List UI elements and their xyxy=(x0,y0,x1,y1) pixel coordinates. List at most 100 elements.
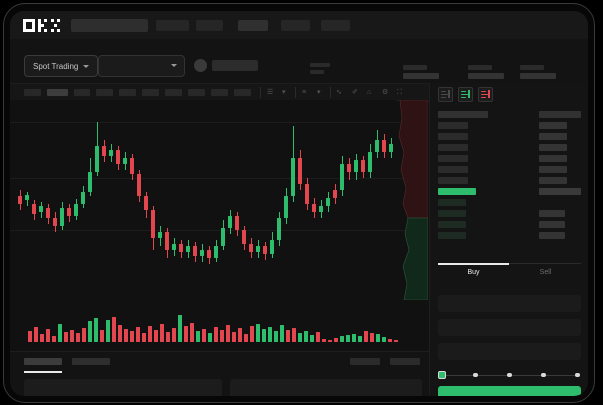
orderbook-ask-row[interactable] xyxy=(438,133,468,140)
okx-logo[interactable] xyxy=(23,19,63,32)
candle-down xyxy=(193,100,197,300)
candle-up xyxy=(74,100,78,300)
candle-up xyxy=(256,100,260,300)
timeframe-2[interactable] xyxy=(47,89,68,96)
timeframe-4[interactable] xyxy=(96,89,113,96)
orderbook-header-right[interactable] xyxy=(539,111,581,118)
order-side-tabs: Buy Sell xyxy=(438,263,581,286)
orderbook-ask-row[interactable] xyxy=(539,177,567,184)
orderbook-right-column[interactable] xyxy=(539,111,581,243)
volume-bar-down xyxy=(364,331,368,342)
volume-bar-down xyxy=(70,330,74,342)
amount-input[interactable] xyxy=(438,319,581,336)
volume-bar-down xyxy=(154,330,158,342)
chevron-down-icon-2[interactable]: ▾ xyxy=(317,89,321,96)
market-type-selector[interactable]: Spot Trading xyxy=(24,55,99,77)
nav-item-4[interactable] xyxy=(281,20,310,31)
volume-bar-up xyxy=(310,335,314,342)
timeframe-6[interactable] xyxy=(142,89,159,96)
volume-bar-up xyxy=(106,320,110,342)
orderbook-ask-row[interactable] xyxy=(438,155,468,162)
chevron-down-icon-1[interactable]: ▾ xyxy=(282,89,286,96)
orderbook-ask-row[interactable] xyxy=(539,144,567,151)
bottom-action-1[interactable] xyxy=(350,358,380,365)
alert-bell-icon[interactable]: ⌂ xyxy=(367,89,372,96)
tab-buy[interactable]: Buy xyxy=(467,269,480,276)
candle-up xyxy=(60,100,64,300)
settings-gear-icon[interactable]: ⚙ xyxy=(382,89,389,96)
orderbook-bid-row[interactable] xyxy=(438,199,466,206)
indicators-icon[interactable]: ☰ xyxy=(267,89,274,96)
price-chart[interactable] xyxy=(10,100,428,351)
orderbook-ask-row[interactable] xyxy=(539,155,567,162)
orderbook-header-left[interactable] xyxy=(438,111,488,118)
stat-value xyxy=(520,73,556,79)
orderbook-bid-row[interactable] xyxy=(539,232,565,239)
volume-bar-up xyxy=(340,336,344,342)
volume-bar-down xyxy=(172,328,176,342)
orderbook-bid-row[interactable] xyxy=(438,232,466,239)
orderbook-ask-row[interactable] xyxy=(438,122,468,129)
orderbook-ask-row[interactable] xyxy=(539,133,567,140)
timeframe-9[interactable] xyxy=(211,89,228,96)
orderbook-ask-row[interactable] xyxy=(539,166,567,173)
timeframe-5[interactable] xyxy=(119,89,136,96)
app-screen: Spot Trading xyxy=(10,11,588,396)
fullscreen-icon[interactable]: ⛶ xyxy=(397,89,402,96)
orderbook-bid-row[interactable] xyxy=(438,210,466,217)
price-input[interactable] xyxy=(438,295,581,312)
bottom-action-2[interactable] xyxy=(390,358,420,365)
candle-up xyxy=(228,100,232,300)
nav-item-2[interactable] xyxy=(196,20,223,31)
volume-bar-down xyxy=(166,332,170,342)
nav-item-5[interactable] xyxy=(321,20,350,31)
slider-handle[interactable] xyxy=(438,371,446,379)
orderbook-last-price-right[interactable] xyxy=(539,188,581,195)
slider-stop-100[interactable] xyxy=(575,372,580,377)
orderbook-bid-row[interactable] xyxy=(539,221,565,228)
timeframe-8[interactable] xyxy=(188,89,205,96)
candle-down xyxy=(130,100,134,300)
orderbook-ask-row[interactable] xyxy=(438,144,468,151)
total-input[interactable] xyxy=(438,343,581,360)
nav-item-3[interactable] xyxy=(238,20,268,31)
drawing-pencil-icon[interactable]: ✐ xyxy=(352,89,358,96)
search-input[interactable] xyxy=(71,19,148,32)
orderbook-bid-row[interactable] xyxy=(438,221,466,228)
candle-up xyxy=(200,100,204,300)
toolbar-divider-2 xyxy=(295,87,296,98)
orderbook-ask-row[interactable] xyxy=(438,166,468,173)
trading-pair-selector[interactable] xyxy=(98,55,185,77)
timeframe-10[interactable] xyxy=(234,89,251,96)
orderbook-mode-bids-icon[interactable] xyxy=(458,87,473,102)
submit-buy-button[interactable] xyxy=(438,386,581,396)
orderbook-ask-row[interactable] xyxy=(539,122,567,129)
volume-bar-up xyxy=(280,325,284,342)
nav-item-1[interactable] xyxy=(156,20,189,31)
bottom-content-right[interactable] xyxy=(230,379,422,396)
tab-sell[interactable]: Sell xyxy=(539,269,552,276)
orderbook-left-column[interactable] xyxy=(438,111,488,243)
line-chart-icon[interactable]: ∿ xyxy=(336,89,342,96)
timeframe-3[interactable] xyxy=(74,89,90,96)
orderbook-bid-row[interactable] xyxy=(539,210,565,217)
slider-stop-75[interactable] xyxy=(541,372,546,377)
gridline xyxy=(10,122,428,123)
slider-stop-50[interactable] xyxy=(507,372,512,377)
percent-slider[interactable] xyxy=(438,371,581,379)
chart-type-icon[interactable]: ≡ xyxy=(302,89,307,96)
orderbook-mode-asks-icon[interactable] xyxy=(478,87,493,102)
bottom-tab-order-history[interactable] xyxy=(72,358,110,365)
bottom-content-left[interactable] xyxy=(24,379,222,396)
orderbook-ask-row[interactable] xyxy=(438,177,468,184)
orderbook-last-price[interactable] xyxy=(438,188,476,195)
candle-down xyxy=(249,100,253,300)
slider-stop-25[interactable] xyxy=(473,372,478,377)
volume-bar-down xyxy=(322,339,326,342)
bottom-tab-open-orders[interactable] xyxy=(24,358,62,365)
timeframe-7[interactable] xyxy=(165,89,182,96)
orderbook-mode-both-icon[interactable] xyxy=(438,87,453,102)
candle-up xyxy=(214,100,218,300)
timeframe-1[interactable] xyxy=(24,89,41,96)
